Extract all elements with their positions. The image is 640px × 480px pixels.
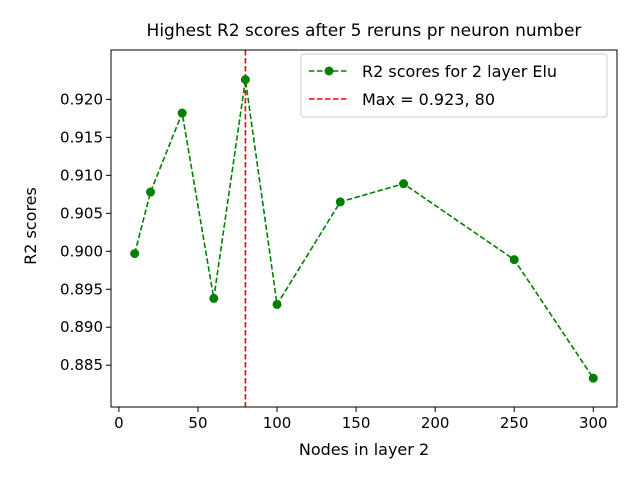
x-tick-label: 100 xyxy=(263,414,292,432)
data-point xyxy=(177,108,187,118)
x-axis-title: Nodes in layer 2 xyxy=(299,440,429,459)
data-point xyxy=(588,373,598,383)
y-tick-label: 0.905 xyxy=(60,204,103,222)
x-tick-label: 50 xyxy=(188,414,207,432)
data-point xyxy=(146,187,156,197)
data-point xyxy=(130,249,140,259)
y-tick-label: 0.885 xyxy=(60,356,103,374)
plot-frame xyxy=(110,49,618,408)
data-point xyxy=(209,293,219,303)
y-tick-label: 0.900 xyxy=(60,242,103,260)
y-axis-title: R2 scores xyxy=(21,187,40,265)
data-point xyxy=(335,197,345,207)
data-point xyxy=(240,75,250,85)
x-tick-label: 250 xyxy=(500,414,529,432)
data-point xyxy=(509,255,519,265)
x-tick-label: 0 xyxy=(114,414,124,432)
chart-title: Highest R2 scores after 5 reruns pr neur… xyxy=(147,21,582,41)
y-tick-label: 0.915 xyxy=(60,128,103,146)
x-tick-label: 300 xyxy=(579,414,608,432)
legend-box xyxy=(300,53,608,118)
legend-series-label: R2 scores for 2 layer Elu xyxy=(362,62,557,81)
legend-series-swatch-marker xyxy=(324,66,334,76)
legend: R2 scores for 2 layer Elu Max = 0.923, 8… xyxy=(300,53,608,118)
y-tick-label: 0.910 xyxy=(60,166,103,184)
x-tick-label: 150 xyxy=(342,414,371,432)
data-point xyxy=(399,179,409,189)
x-tick-label: 200 xyxy=(421,414,450,432)
legend-max-label: Max = 0.923, 80 xyxy=(362,90,495,109)
series-line xyxy=(133,79,594,379)
y-tick-label: 0.890 xyxy=(60,318,103,336)
y-tick-label: 0.920 xyxy=(60,90,103,108)
data-point xyxy=(272,299,282,309)
plot-area: 0 50 100 150 200 250 300 0.885 0.890 0.895 0.900 0.… xyxy=(60,49,618,432)
y-tick-label: 0.895 xyxy=(60,280,103,298)
